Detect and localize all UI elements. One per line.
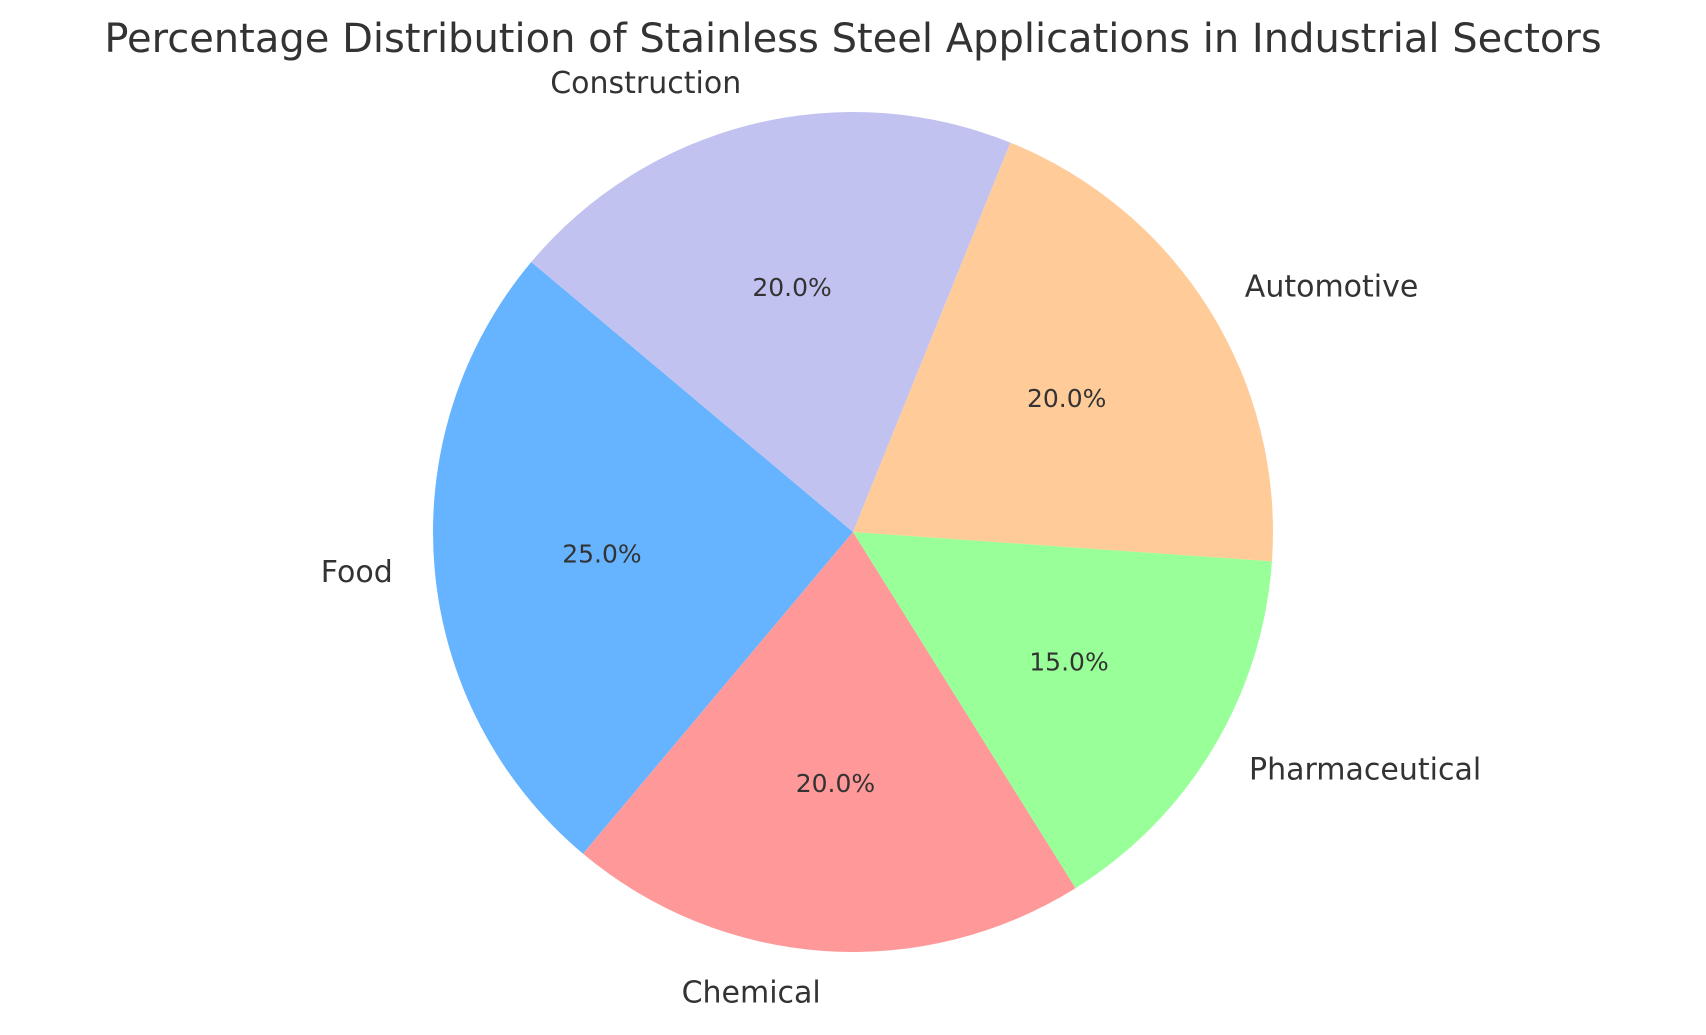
slice-label-food: Food [321,555,393,590]
percent-label-food: 25.0% [562,539,641,568]
percent-label-construction: 20.0% [752,273,831,302]
percent-label-chemical: 20.0% [796,769,875,798]
slice-label-construction: Construction [550,66,741,101]
pie-slice-construction [531,111,1011,533]
pie-slice-pharmaceutical [853,532,1272,889]
percent-label-pharmaceutical: 15.0% [1029,647,1108,676]
percent-label-automotive: 20.0% [1027,384,1106,413]
pie-labels: Food 25.0% Chemical 20.0% Pharmaceutical 15.0… [321,66,1481,1010]
chart-title: Percentage Distribution of Stainless Ste… [104,16,1601,62]
slice-label-automotive: Automotive [1245,270,1419,305]
slice-label-chemical: Chemical [682,975,821,1010]
pie-slice-food [433,262,853,854]
pie-slice-automotive [853,142,1274,562]
pie-slice-chemical [583,532,1076,952]
pie-slices [433,111,1274,952]
slice-label-pharmaceutical: Pharmaceutical [1249,752,1481,787]
